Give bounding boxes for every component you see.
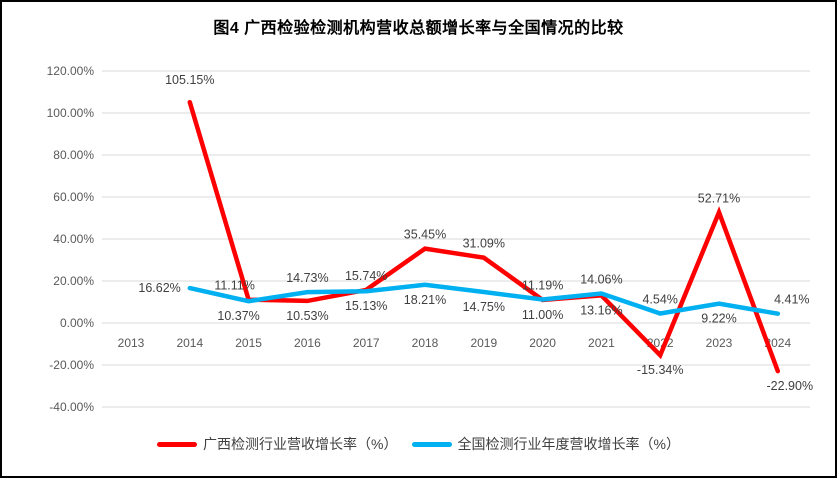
data-label: 13.16% bbox=[580, 303, 622, 317]
data-label: 11.00% bbox=[522, 308, 563, 322]
x-axis-tick-label: 2017 bbox=[353, 336, 380, 350]
data-label: 31.09% bbox=[463, 237, 505, 251]
data-label: 105.15% bbox=[165, 73, 214, 87]
legend-item-national: 全国检测行业年度营收增长率（%） bbox=[411, 434, 680, 454]
data-label: 15.13% bbox=[345, 299, 387, 313]
data-label: 11.11% bbox=[214, 279, 255, 293]
y-axis-tick-label: -20.00% bbox=[49, 358, 94, 372]
chart-legend: 广西检测行业营收增长率（%） 全国检测行业年度营收增长率（%） bbox=[2, 434, 835, 454]
data-label: -22.90% bbox=[767, 379, 814, 393]
data-label: 10.37% bbox=[217, 309, 259, 323]
x-axis-tick-label: 2016 bbox=[294, 336, 321, 350]
x-axis-tick-label: 2023 bbox=[706, 336, 733, 350]
x-axis-tick-label: 2020 bbox=[529, 336, 556, 350]
data-label: 4.41% bbox=[774, 293, 809, 307]
x-axis-tick-label: 2018 bbox=[412, 336, 439, 350]
x-axis-tick-label: 2013 bbox=[118, 336, 145, 350]
data-label: 14.06% bbox=[580, 272, 622, 286]
x-axis-tick-label: 2014 bbox=[176, 336, 203, 350]
x-axis-tick-label: 2019 bbox=[470, 336, 497, 350]
chart-title: 图4 广西检验检测机构营收总额增长率与全国情况的比较 bbox=[213, 20, 624, 37]
legend-label-national: 全国检测行业年度营收增长率（%） bbox=[457, 436, 680, 452]
x-axis-tick-label: 2024 bbox=[764, 336, 791, 350]
data-label: 18.21% bbox=[404, 293, 446, 307]
data-label: 14.75% bbox=[463, 300, 505, 314]
y-axis-tick-label: 40.00% bbox=[53, 232, 94, 246]
legend-item-guangxi: 广西检测行业营收增长率（%） bbox=[157, 434, 398, 454]
data-label: 9.22% bbox=[701, 312, 736, 326]
y-axis-tick-label: 80.00% bbox=[53, 148, 94, 162]
y-axis-tick-label: -40.00% bbox=[49, 400, 94, 414]
legend-swatch-national-icon bbox=[411, 441, 452, 447]
data-label: 14.73% bbox=[286, 271, 328, 285]
x-axis-tick-label: 2021 bbox=[588, 336, 615, 350]
y-axis-tick-label: 60.00% bbox=[53, 190, 94, 204]
data-label: 4.54% bbox=[642, 292, 677, 306]
data-label: -15.34% bbox=[637, 363, 684, 377]
y-axis-tick-label: 0.00% bbox=[60, 316, 94, 330]
data-label: 52.71% bbox=[698, 191, 740, 205]
y-axis-tick-label: 120.00% bbox=[47, 64, 95, 78]
data-label: 10.53% bbox=[286, 309, 328, 323]
y-axis-tick-label: 20.00% bbox=[53, 274, 94, 288]
data-label: 15.74% bbox=[345, 269, 387, 283]
data-label: 16.62% bbox=[138, 281, 180, 295]
series-line-national bbox=[187, 282, 781, 316]
series-line-guangxi bbox=[187, 99, 781, 374]
x-axis-tick-label: 2015 bbox=[235, 336, 262, 350]
y-axis-tick-label: 100.00% bbox=[47, 106, 95, 120]
data-label: 11.19% bbox=[522, 279, 563, 293]
data-label: 35.45% bbox=[404, 228, 446, 242]
legend-label-guangxi: 广西检测行业营收增长率（%） bbox=[203, 436, 398, 452]
legend-swatch-guangxi-icon bbox=[157, 441, 198, 447]
